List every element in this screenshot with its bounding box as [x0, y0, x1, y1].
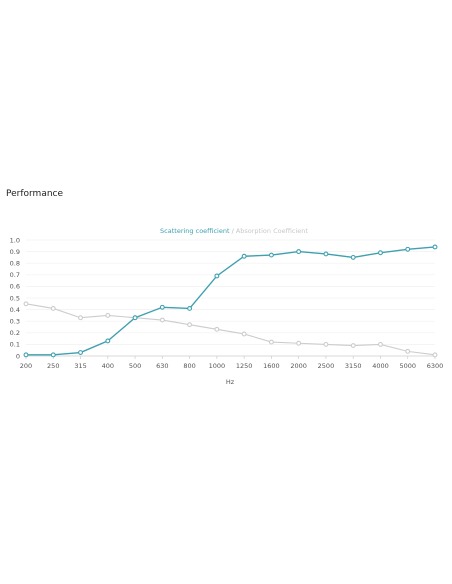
chart-legend: Scattering coefficient / Absorption Coef… [160, 227, 308, 235]
data-point-scattering[interactable] [405, 246, 411, 252]
x-tick-label: 2500 [318, 362, 335, 370]
x-tick-label: 400 [102, 362, 114, 370]
legend-separator: / [230, 227, 236, 235]
x-tick-label: 500 [129, 362, 141, 370]
data-point-absorption[interactable] [350, 343, 356, 349]
data-point-scattering[interactable] [159, 304, 165, 310]
data-point-scattering[interactable] [78, 350, 83, 355]
data-point-scattering[interactable] [214, 273, 220, 279]
data-point-scattering[interactable] [132, 315, 138, 321]
series-points [23, 244, 438, 358]
series-lines [25, 246, 436, 356]
y-tick-label: 0.6 [10, 283, 20, 291]
data-point-scattering[interactable] [268, 252, 274, 258]
y-tick-label: 0.4 [10, 306, 20, 314]
data-point-scattering[interactable] [23, 352, 29, 358]
chart-grid [26, 239, 435, 357]
data-point-absorption[interactable] [405, 348, 411, 354]
series-line-scattering [26, 246, 436, 356]
x-tick-label: 2000 [290, 362, 307, 370]
x-axis-label: Hz [226, 378, 235, 386]
x-tick-label: 5000 [399, 362, 416, 370]
data-point-absorption[interactable] [23, 301, 29, 307]
chart-svg: Scattering coefficient / Absorption Coef… [10, 227, 444, 386]
data-point-absorption[interactable] [268, 339, 274, 345]
x-tick-label: 3150 [345, 362, 362, 370]
data-point-absorption[interactable] [432, 352, 438, 358]
x-tick-label: 800 [183, 362, 195, 370]
data-point-scattering[interactable] [50, 352, 56, 358]
data-point-absorption[interactable] [105, 312, 111, 318]
legend-text: Scattering coefficient / Absorption Coef… [160, 227, 308, 235]
y-tick-label: 0.2 [10, 329, 20, 337]
x-tick-label: 1000 [209, 362, 226, 370]
x-tick-label: 4000 [372, 362, 389, 370]
x-tick-label: 1600 [263, 362, 280, 370]
y-tick-label: 0.9 [10, 248, 20, 256]
section-title: Performance [6, 189, 64, 199]
data-point-absorption[interactable] [159, 317, 165, 323]
legend-entry-absorption[interactable]: Absorption Coefficient [236, 227, 309, 235]
y-tick-label: 0.8 [10, 260, 20, 268]
data-point-absorption[interactable] [323, 341, 329, 347]
x-tick-label: 250 [47, 362, 59, 370]
data-point-scattering[interactable] [432, 244, 438, 250]
data-point-absorption[interactable] [296, 340, 302, 346]
data-point-absorption[interactable] [378, 341, 383, 347]
x-tick-label: 630 [156, 362, 168, 370]
series-line-absorption [25, 303, 436, 356]
data-point-scattering[interactable] [296, 249, 302, 255]
data-point-absorption[interactable] [241, 331, 247, 337]
data-point-scattering[interactable] [241, 253, 247, 259]
data-point-scattering[interactable] [323, 251, 329, 257]
data-point-absorption[interactable] [187, 322, 193, 328]
x-tick-label: 200 [20, 362, 32, 370]
x-tick-label: 6300 [427, 362, 444, 370]
data-point-scattering[interactable] [350, 254, 356, 260]
performance-chart: Scattering coefficient / Absorption Coef… [0, 222, 452, 392]
y-tick-label: 0.3 [10, 318, 20, 326]
data-point-absorption[interactable] [50, 305, 56, 311]
x-tick-label: 315 [74, 362, 86, 370]
y-tick-label: 0.7 [10, 271, 20, 279]
x-axis: 200 250 315 400 500 630 800 1000 1250 1600 2000 250… [20, 356, 443, 370]
y-tick-label: 1.0 [10, 236, 20, 244]
data-point-scattering[interactable] [105, 338, 111, 344]
x-tick-label: 1250 [236, 362, 253, 370]
y-tick-label: 0.1 [10, 341, 20, 349]
data-point-absorption[interactable] [214, 326, 220, 332]
data-point-scattering[interactable] [378, 250, 383, 256]
y-tick-label: 0.5 [10, 294, 20, 302]
y-axis: 0 0.1 0.2 0.3 0.4 0.5 0.6 0.7 0.8 0.9 1.0 [10, 236, 20, 360]
legend-entry-scattering[interactable]: Scattering coefficient [160, 227, 230, 235]
data-point-scattering[interactable] [187, 305, 193, 311]
data-point-absorption[interactable] [78, 315, 83, 321]
y-tick-label: 0 [16, 352, 20, 360]
